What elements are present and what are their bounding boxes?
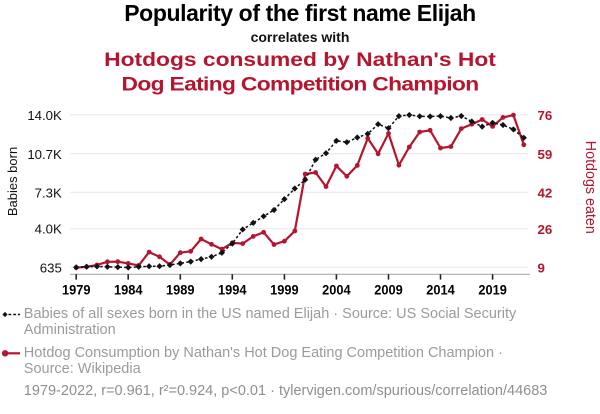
svg-text:9: 9 [538,261,545,276]
svg-text:26: 26 [538,222,553,237]
svg-text:1979: 1979 [62,283,91,299]
svg-text:Hotdogs eaten: Hotdogs eaten [582,141,598,234]
svg-text:76: 76 [538,108,553,123]
svg-text:1984: 1984 [114,283,143,299]
svg-text:1999: 1999 [270,283,299,299]
svg-text:2014: 2014 [426,283,455,299]
svg-text:4.0K: 4.0K [35,222,62,237]
svg-text:2004: 2004 [322,283,351,299]
svg-text:42: 42 [538,186,553,201]
svg-text:14.0K: 14.0K [27,108,62,123]
svg-text:635: 635 [40,260,62,275]
svg-text:2019: 2019 [478,283,507,299]
svg-text:2009: 2009 [374,283,403,299]
svg-text:7.3K: 7.3K [35,185,62,200]
svg-text:10.7K: 10.7K [27,147,62,162]
svg-text:59: 59 [538,147,553,162]
svg-text:Babies born: Babies born [5,147,20,216]
svg-text:1994: 1994 [218,283,247,299]
svg-text:1989: 1989 [166,283,195,299]
